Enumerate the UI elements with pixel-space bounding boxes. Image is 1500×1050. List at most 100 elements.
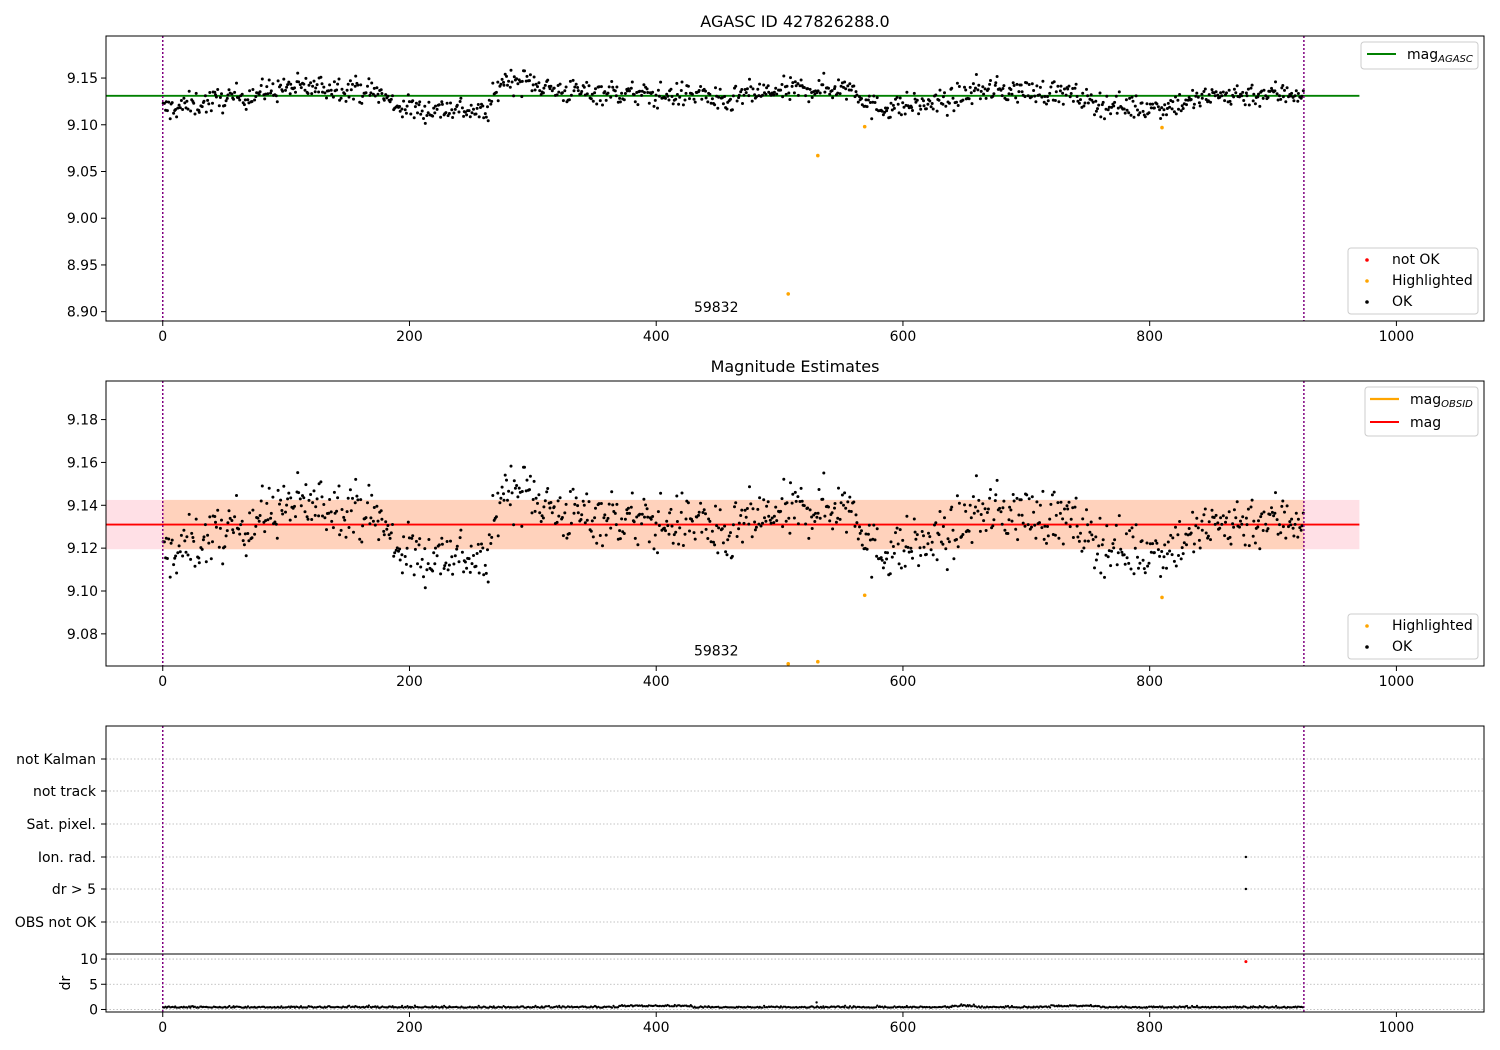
ok-point <box>1007 92 1011 96</box>
ok-point <box>779 88 783 92</box>
ok-point <box>1253 541 1257 545</box>
ok-point <box>1272 514 1276 518</box>
dr-point <box>1189 1006 1192 1009</box>
panel-dr-xtick-label: 0 <box>158 1020 167 1036</box>
ok-point <box>563 89 567 93</box>
ok-point <box>1178 520 1182 523</box>
ok-point <box>446 568 450 572</box>
ok-point <box>218 526 222 530</box>
ok-point <box>1023 524 1027 528</box>
ok-point <box>541 516 545 520</box>
ok-point <box>309 81 313 85</box>
ok-point <box>1204 98 1208 101</box>
ok-point <box>587 500 591 504</box>
ok-point <box>1182 541 1186 545</box>
ok-point <box>1203 87 1207 91</box>
ok-point <box>548 506 552 510</box>
ok-point <box>1147 561 1151 565</box>
ok-point <box>601 103 604 107</box>
ok-point <box>414 101 418 105</box>
ok-point <box>285 503 289 507</box>
ok-point <box>667 98 671 102</box>
dr-point <box>219 1006 222 1009</box>
ok-point <box>793 80 797 84</box>
ok-point <box>259 84 263 87</box>
ok-point <box>358 537 362 541</box>
ok-point <box>823 90 827 94</box>
panel-dr-xtick-label: 400 <box>643 1020 670 1036</box>
ok-point <box>649 517 653 521</box>
ok-point <box>706 537 710 540</box>
ok-point <box>594 506 597 510</box>
ok-point <box>1020 513 1024 517</box>
legend-label: Highlighted <box>1392 618 1473 634</box>
ok-point <box>299 86 303 90</box>
ok-point <box>505 478 508 482</box>
ok-point <box>451 116 455 119</box>
ok-point <box>520 95 524 99</box>
ok-point <box>395 546 399 550</box>
ok-point <box>772 90 776 94</box>
ok-point <box>1088 530 1092 534</box>
ok-point <box>721 102 725 106</box>
ok-point <box>411 534 415 538</box>
ok-point <box>1064 93 1068 97</box>
ok-point <box>718 508 722 512</box>
ok-point <box>202 99 206 103</box>
ok-point <box>379 88 383 92</box>
ok-point <box>918 104 922 108</box>
ok-point <box>929 548 933 552</box>
ok-point <box>416 111 419 115</box>
ok-point <box>632 93 636 97</box>
ok-point <box>720 96 724 100</box>
ok-point <box>469 103 473 107</box>
ok-point <box>327 511 331 515</box>
dr-point <box>751 1006 754 1009</box>
dr-point <box>1247 1006 1250 1009</box>
ok-point <box>556 499 560 503</box>
ok-point <box>1098 516 1102 520</box>
ok-point <box>565 536 569 540</box>
ok-point <box>710 97 714 101</box>
ok-point <box>447 112 451 115</box>
ok-point <box>1155 541 1159 545</box>
ok-point <box>790 501 794 505</box>
ok-point <box>440 100 444 104</box>
ok-point <box>941 542 945 546</box>
ok-point <box>168 117 172 121</box>
ok-point <box>680 491 684 495</box>
dr-point <box>1090 1005 1093 1008</box>
ok-point <box>1001 506 1005 510</box>
ok-point <box>455 544 459 548</box>
ok-point <box>944 547 948 551</box>
ok-point <box>250 100 254 103</box>
ok-point <box>849 88 853 92</box>
ok-point <box>439 115 443 119</box>
ok-point <box>387 533 391 537</box>
ok-point <box>1292 534 1296 538</box>
ok-point <box>474 112 478 116</box>
ok-point <box>1179 557 1183 561</box>
ok-point <box>469 544 473 548</box>
ok-point <box>1240 94 1244 98</box>
ok-point <box>816 89 820 93</box>
ok-point <box>1162 108 1166 112</box>
dr-point <box>186 1006 189 1009</box>
ok-point <box>434 104 437 108</box>
ok-point <box>1075 95 1079 98</box>
ok-point <box>572 89 576 93</box>
ok-point <box>510 80 514 84</box>
ok-point <box>912 517 916 521</box>
ok-point <box>1220 522 1224 526</box>
ok-point <box>191 536 195 539</box>
ok-point <box>1038 503 1042 507</box>
ok-point <box>496 491 500 495</box>
ok-point <box>364 91 368 95</box>
ok-point <box>1129 113 1133 117</box>
ok-point <box>700 97 704 101</box>
ok-point <box>370 81 374 85</box>
ok-point <box>955 100 958 104</box>
ok-point <box>254 95 258 99</box>
ok-point <box>197 110 201 114</box>
ok-point <box>1243 543 1247 547</box>
